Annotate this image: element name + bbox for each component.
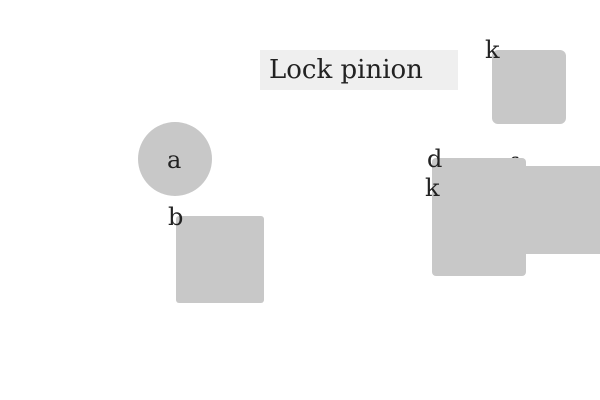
title-box: Lock pinion xyxy=(260,50,458,90)
square-b xyxy=(176,216,264,303)
label-b: b xyxy=(168,203,184,231)
title-label: Lock pinion xyxy=(269,55,423,85)
square-d-k xyxy=(432,158,526,276)
square-k-top xyxy=(492,50,566,124)
label-k-top: k xyxy=(485,36,500,64)
label-k-mid: k xyxy=(425,174,440,202)
circle-a xyxy=(138,122,212,196)
label-d: d xyxy=(427,145,443,173)
label-a: a xyxy=(167,146,182,174)
